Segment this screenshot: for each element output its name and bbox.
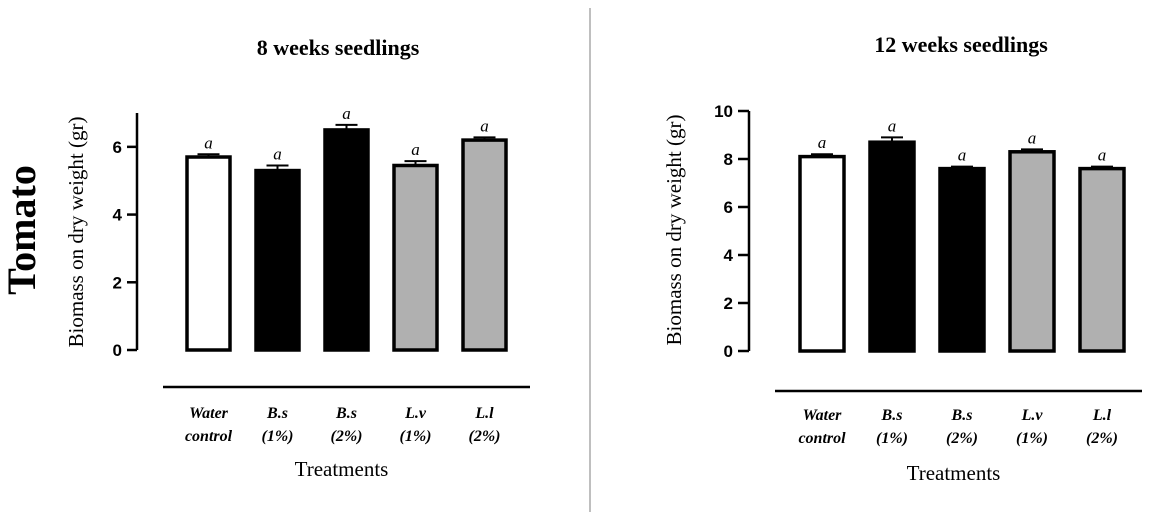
significance-label: a <box>480 116 489 135</box>
bar <box>461 138 508 352</box>
side-label: Tomato <box>0 165 44 295</box>
y-tick-label: 10 <box>714 102 733 121</box>
significance-label: a <box>342 104 351 123</box>
category-label: Water <box>189 405 229 422</box>
y-tick-label: 2 <box>724 294 733 313</box>
chart-title: 8 weeks seedlings <box>257 35 420 60</box>
category-label: B.s <box>951 407 973 424</box>
bar <box>868 140 916 353</box>
category-label: (2%) <box>1086 430 1118 447</box>
y-tick-label: 4 <box>113 206 123 225</box>
category-label: L.v <box>404 405 427 422</box>
bar <box>1078 166 1126 353</box>
chart-12-weeks: 12 weeks seedlings Biomass on dry weight … <box>662 32 1142 485</box>
bar <box>1008 150 1056 353</box>
category-label: (2%) <box>331 428 363 445</box>
y-axis-label: Biomass on dry weight (gr) <box>662 115 686 346</box>
category-label: (2%) <box>469 428 501 445</box>
x-axis-label: Treatments <box>295 457 389 481</box>
category-label: (2%) <box>946 430 978 447</box>
category-label: B.s <box>335 405 357 422</box>
bar <box>798 154 846 353</box>
y-axis-label: Biomass on dry weight (gr) <box>64 117 88 348</box>
category-label: control <box>798 430 846 447</box>
y-tick-label: 4 <box>724 246 734 265</box>
significance-label: a <box>204 133 213 152</box>
y-tick-label: 8 <box>724 150 733 169</box>
y-tick-label: 0 <box>113 341 122 360</box>
chart-title: 12 weeks seedlings <box>874 32 1048 57</box>
category-label: Water <box>803 407 843 424</box>
y-tick-label: 0 <box>724 342 733 361</box>
significance-label: a <box>1028 128 1037 147</box>
significance-label: a <box>818 133 827 152</box>
category-label: (1%) <box>262 428 294 445</box>
category-label: L.v <box>1021 407 1044 424</box>
category-label: B.s <box>266 405 288 422</box>
significance-label: a <box>273 144 282 163</box>
bar <box>938 166 986 353</box>
category-label: (1%) <box>1016 430 1048 447</box>
bar <box>254 168 301 352</box>
chart-8-weeks: 8 weeks seedlings Biomass on dry weight (… <box>64 35 530 481</box>
category-label: (1%) <box>400 428 432 445</box>
bar <box>392 163 439 352</box>
bar <box>185 155 232 352</box>
category-label: L.l <box>1092 407 1112 424</box>
category-label: (1%) <box>876 430 908 447</box>
significance-label: a <box>958 146 967 165</box>
category-label: control <box>185 428 233 445</box>
significance-label: a <box>411 140 420 159</box>
x-axis-label: Treatments <box>907 461 1001 485</box>
significance-label: a <box>1098 146 1107 165</box>
y-tick-label: 2 <box>113 273 122 292</box>
significance-label: a <box>888 116 897 135</box>
y-tick-label: 6 <box>724 198 733 217</box>
y-tick-label: 6 <box>113 138 122 157</box>
bar <box>323 128 370 352</box>
category-label: B.s <box>881 407 903 424</box>
category-label: L.l <box>474 405 494 422</box>
